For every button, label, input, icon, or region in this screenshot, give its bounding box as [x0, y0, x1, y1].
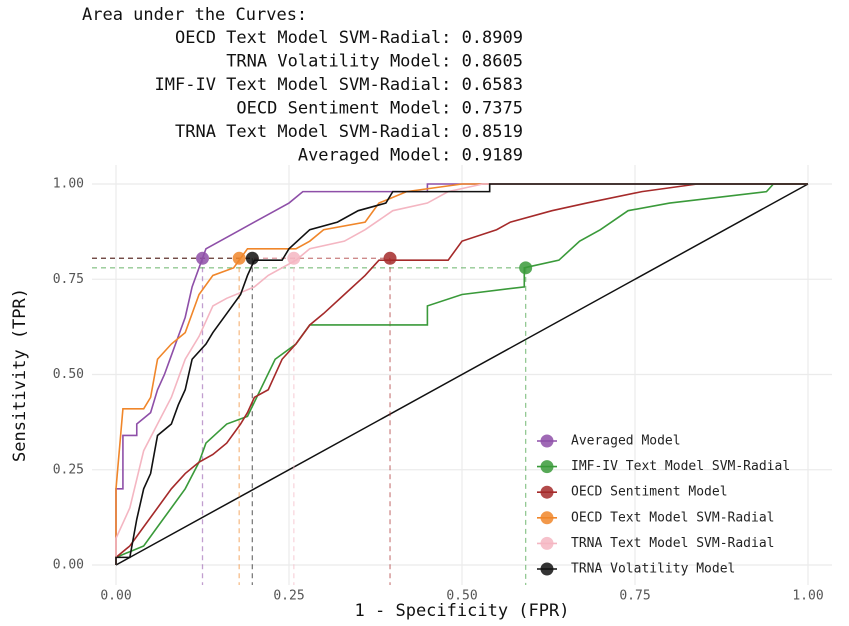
roc-curve — [115, 183, 808, 565]
reference-line — [115, 183, 809, 566]
roc-curve — [115, 183, 808, 565]
y-tick-label: 1.00 — [53, 177, 84, 192]
legend-marker — [540, 536, 554, 550]
x-tick-label: 0.00 — [100, 589, 131, 604]
cutoff-point — [245, 251, 259, 265]
annotation-line: Averaged Model: 0.9189 — [298, 146, 523, 166]
legend-marker — [540, 434, 554, 448]
annotation-title: Area under the Curves: — [82, 5, 307, 25]
cutoff-point — [519, 261, 533, 275]
y-tick-label: 0.00 — [53, 558, 84, 573]
x-tick-label: 0.50 — [446, 589, 477, 604]
annotation-line: TRNA Text Model SVM-Radial: 0.8519 — [175, 122, 523, 142]
annotation-line: OECD Sentiment Model: 0.7375 — [236, 99, 523, 119]
x-axis-title: 1 - Specificity (FPR) — [355, 601, 570, 621]
cutoff-point — [232, 251, 246, 265]
legend-label: TRNA Text Model SVM-Radial — [571, 536, 775, 551]
cutoff-point — [383, 251, 397, 265]
roc-curve — [115, 183, 808, 565]
cutoff-point — [196, 251, 209, 265]
cutoff-point — [287, 251, 301, 265]
legend-label: Averaged Model — [571, 434, 681, 449]
annotation-line: TRNA Volatility Model: 0.8605 — [226, 52, 523, 72]
roc-curve — [115, 183, 808, 565]
y-axis-title: Sensitivity (TPR) — [10, 288, 30, 462]
legend-marker — [540, 562, 554, 576]
y-tick-label: 0.75 — [53, 272, 84, 287]
legend-label: OECD Text Model SVM-Radial — [571, 510, 775, 525]
legend-marker — [540, 460, 554, 474]
annotation-line: IMF-IV Text Model SVM-Radial: 0.6583 — [155, 75, 523, 95]
legend-marker — [540, 485, 554, 499]
x-tick-label: 1.00 — [792, 589, 823, 604]
legend-label: OECD Sentiment Model — [571, 485, 728, 500]
y-tick-label: 0.50 — [53, 367, 84, 382]
x-tick-label: 0.75 — [619, 589, 650, 604]
y-tick-label: 0.25 — [53, 462, 84, 477]
legend-label: IMF-IV Text Model SVM-Radial — [571, 459, 790, 474]
annotation-line: OECD Text Model SVM-Radial: 0.8909 — [175, 28, 523, 48]
legend-marker — [540, 511, 554, 525]
roc-curve — [115, 183, 808, 565]
legend-label: TRNA Volatility Model — [571, 562, 735, 577]
x-tick-label: 0.25 — [273, 589, 304, 604]
